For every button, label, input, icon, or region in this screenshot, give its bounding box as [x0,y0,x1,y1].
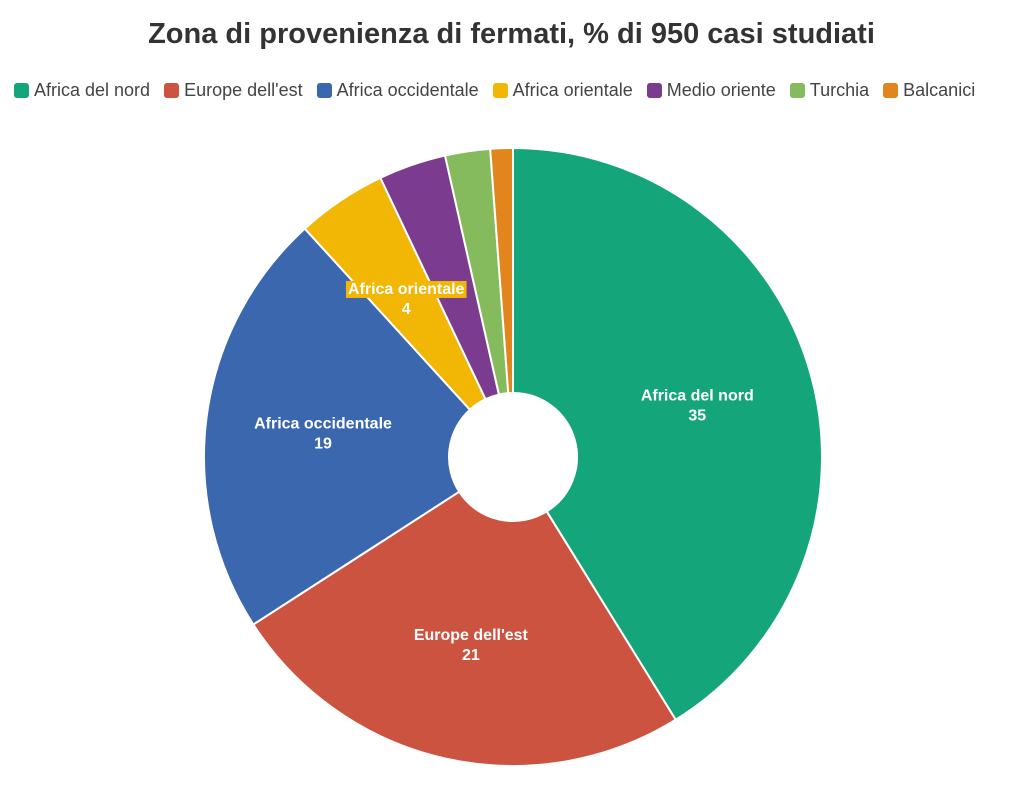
legend-item-africa-orientale[interactable]: Africa orientale [492,79,633,101]
legend-label: Africa del nord [34,79,151,100]
data-label-name: Africa orientale [348,281,465,298]
data-label-name: Africa del nord [641,388,754,405]
data-label-background [345,280,467,298]
data-label-value: 35 [688,408,706,425]
legend-swatch [883,82,899,98]
legend-label: Africa occidentale [336,79,479,100]
legend-swatch [492,82,508,98]
legend-item-europe-dell-est[interactable]: Europe dell'est [164,79,303,101]
legend-item-africa-del-nord[interactable]: Africa del nord [14,79,150,101]
slice-balcanici[interactable] [489,146,514,395]
legend-swatch [316,82,332,98]
legend-swatch [164,82,180,98]
data-label-name: Africa occidentale [254,415,392,432]
legend-swatch [646,82,662,98]
data-label-value: 19 [314,435,332,452]
data-label-value: 4 [402,301,411,318]
legend-label: Medio oriente [666,79,776,100]
legend-label: Africa orientale [512,79,633,100]
data-label-value: 21 [462,647,480,664]
slice-europe-dell-est[interactable] [251,490,678,767]
data-label-name: Europe dell'est [414,627,529,644]
legend-label: Turchia [809,79,870,100]
legend-item-turchia[interactable]: Turchia [789,79,870,101]
legend: Africa del nord Europe dell'est Africa occ… [14,79,1014,101]
legend-item-balcanici[interactable]: Balcanici [883,79,975,101]
legend-swatch [789,82,805,98]
slice-africa-occidentale[interactable] [203,227,472,626]
legend-label: Balcanici [903,79,976,100]
data-label-africa-del-nord: Africa del nord 35 [641,388,754,425]
legend-item-medio-oriente[interactable]: Medio oriente [646,79,776,101]
data-label-europe-dell-est: Europe dell'est 21 [414,627,529,664]
legend-swatch [14,82,29,98]
slice-africa-del-nord[interactable] [512,146,823,722]
data-label-africa-occidentale: Africa occidentale 19 [254,415,392,452]
data-label-africa-orientale: Africa orientale 4 [345,280,467,318]
legend-label: Europe dell'est [184,79,303,100]
legend-item-africa-occidentale[interactable]: Africa occidentale [316,79,479,101]
chart-title: Zona di provenienza di fermati, % di 950… [148,18,875,50]
